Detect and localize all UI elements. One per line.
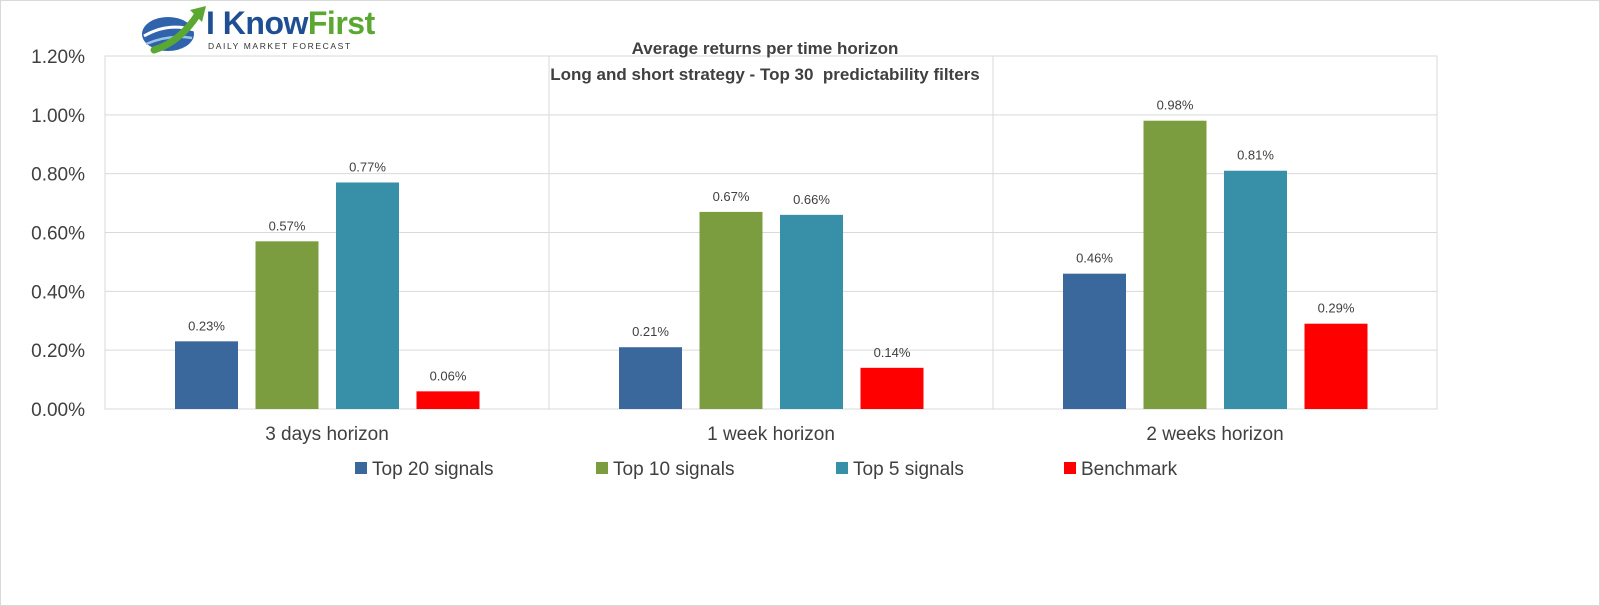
y-tick-label: 0.80% xyxy=(31,165,85,186)
y-tick-label: 1.00% xyxy=(31,106,85,127)
bar xyxy=(619,347,682,409)
y-tick-label: 0.00% xyxy=(31,400,85,421)
legend-swatch xyxy=(1064,462,1076,474)
data-label: 0.77% xyxy=(349,159,386,174)
bar xyxy=(175,341,238,409)
data-label: 0.21% xyxy=(632,324,669,339)
legend-label: Top 10 signals xyxy=(613,459,734,480)
y-tick-label: 0.60% xyxy=(31,224,85,245)
legend-label: Top 20 signals xyxy=(372,459,493,480)
data-label: 0.06% xyxy=(430,368,467,383)
i-know-first-logo: I KnowFirst DAILY MARKET FORECAST xyxy=(140,4,402,56)
x-tick-label: 2 weeks horizon xyxy=(1146,424,1283,445)
y-axis: 0.00% 0.20% 0.40% 0.60% 0.80% 1.00% 1.20% xyxy=(31,47,85,421)
data-label: 0.81% xyxy=(1237,148,1274,163)
x-axis: 3 days horizon 1 week horizon 2 weeks hori… xyxy=(265,424,1283,445)
x-tick-label: 1 week horizon xyxy=(707,424,835,445)
bar xyxy=(255,241,319,409)
legend-swatch xyxy=(596,462,608,474)
y-tick-label: 0.40% xyxy=(31,282,85,303)
y-tick-label: 0.20% xyxy=(31,341,85,362)
data-label: 0.66% xyxy=(793,192,830,207)
bar xyxy=(336,182,399,409)
y-tick-label: 1.20% xyxy=(31,47,85,68)
data-label: 0.57% xyxy=(269,218,306,233)
legend: Top 20 signals Top 10 signals Top 5 signal… xyxy=(355,459,1178,480)
data-label: 0.67% xyxy=(713,189,750,204)
data-label: 0.14% xyxy=(874,345,911,360)
plot-area xyxy=(104,55,1438,410)
chart-subtitle: Long and short strategy - Top 30 predict… xyxy=(550,65,979,84)
bars xyxy=(175,120,1368,409)
bar xyxy=(699,211,763,409)
legend-label: Benchmark xyxy=(1081,459,1178,480)
legend-swatch xyxy=(836,462,848,474)
bar xyxy=(416,391,480,409)
legend-label: Top 5 signals xyxy=(853,459,964,480)
bar xyxy=(1304,323,1368,409)
chart-title: Average returns per time horizon xyxy=(632,39,899,58)
data-label: 0.29% xyxy=(1318,301,1355,316)
bar xyxy=(860,367,924,409)
data-labels: 0.23% 0.21% 0.46% 0.57% 0.67% 0.98% 0.77% 0.66%… xyxy=(188,98,1355,384)
logo-tagline: DAILY MARKET FORECAST xyxy=(208,41,352,51)
bar xyxy=(1224,170,1287,409)
bar xyxy=(1063,273,1126,409)
data-label: 0.98% xyxy=(1157,98,1194,113)
plot-border xyxy=(104,55,1438,410)
x-tick-label: 3 days horizon xyxy=(265,424,389,445)
logo-globe-arrow-icon xyxy=(142,6,206,54)
data-label: 0.23% xyxy=(188,318,225,333)
bar xyxy=(1143,120,1207,409)
data-label: 0.46% xyxy=(1076,251,1113,266)
legend-swatch xyxy=(355,462,367,474)
logo-wordmark: I KnowFirst xyxy=(206,5,375,41)
bar xyxy=(780,214,843,409)
